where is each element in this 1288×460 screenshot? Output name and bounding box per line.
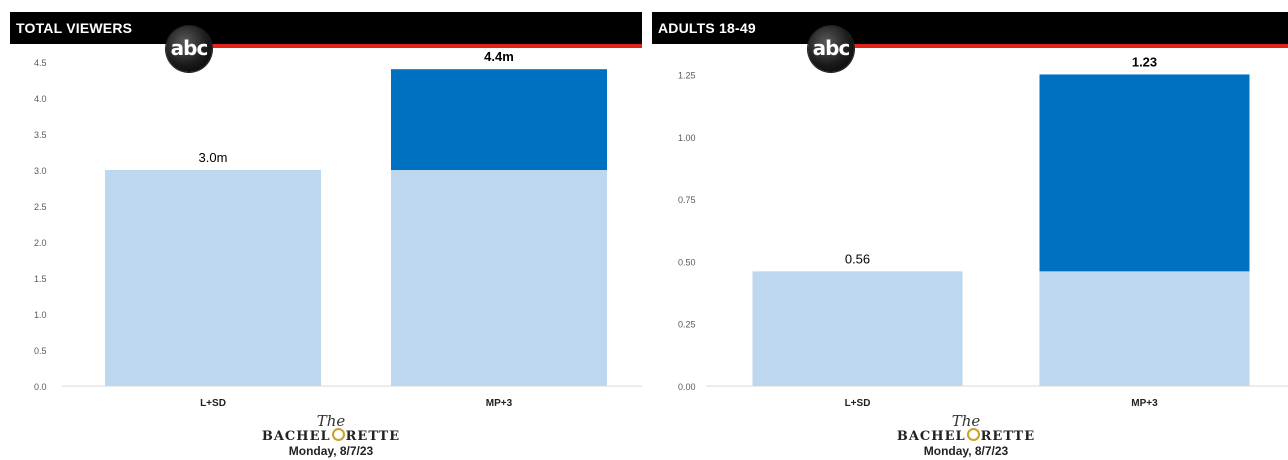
y-tick-label: 4.0 [34,94,47,104]
bar-segment [391,170,607,386]
x-tick-label: MP+3 [1131,398,1158,409]
show-name-part-b: RETTE [980,429,1036,444]
bachelorette-logo: The BACHEL RETTE Monday, 8/7/23 [866,412,1066,459]
y-tick-label: 2.5 [34,202,47,212]
show-logo-script: The [951,412,981,430]
data-label: 4.4m [484,49,514,64]
y-tick-label: 2.0 [34,238,47,248]
show-date: Monday, 8/7/23 [288,444,374,458]
x-tick-label: MP+3 [486,398,513,409]
y-tick-label: 1.0 [34,310,47,320]
show-logo-name: BACHEL RETTE [866,428,1066,444]
header-red-stripe [200,44,642,48]
ring-icon [331,428,345,441]
show-logo-script: The [316,412,346,430]
abc-logo-text: abc [812,36,851,60]
y-tick-label: 3.0 [34,166,47,176]
y-tick-label: 3.5 [34,130,47,140]
show-logo-name: BACHEL RETTE [231,428,431,444]
bar-segment [752,271,963,386]
y-tick-label: 0.0 [34,382,47,392]
data-label: 3.0m [199,150,228,165]
bachelorette-logo: The BACHEL RETTE Monday, 8/7/23 [231,412,431,459]
y-tick-label: 1.5 [34,274,47,284]
header-red-stripe [842,44,1288,48]
y-tick-label: 1.00 [678,133,696,143]
bar-segment [1039,74,1250,272]
y-tick-label: 1.25 [678,70,696,80]
total-viewers-chart: 0.0 0.5 1.0 1.5 2.0 2.5 3.0 3.5 4.0 4.5 3.0m L+SD 4.… [34,49,642,409]
abc-logo: abc [808,26,854,72]
bar-segment [105,170,321,386]
y-tick-label: 0.5 [34,346,47,356]
adults-18-49-panel: ADULTS 18-49 abc 0.00 0.25 0.50 0.75 1.00 1.2… [652,12,1288,460]
show-name-part-a: BACHEL [896,429,966,444]
total-viewers-panel: TOTAL VIEWERS abc 0.0 0.5 1.0 1.5 2.0 2.5 3.0 3… [10,12,642,460]
adults-18-49-chart: 0.00 0.25 0.50 0.75 1.00 1.25 0.56 L+SD 1.23 MP+3 [678,54,1288,409]
y-tick-label: 0.75 [678,195,696,205]
panel-title: TOTAL VIEWERS [16,20,133,36]
x-tick-label: L+SD [845,398,871,409]
ring-icon [966,428,980,441]
abc-logo-text: abc [170,36,209,60]
y-tick-label: 0.50 [678,257,696,267]
data-label: 1.23 [1132,54,1157,69]
abc-logo: abc [166,26,212,72]
panel-title: ADULTS 18-49 [658,20,756,36]
y-tick-label: 0.00 [678,382,696,392]
bar-segment [1039,271,1250,386]
x-tick-label: L+SD [200,398,226,409]
show-date: Monday, 8/7/23 [923,444,1009,458]
data-label: 0.56 [845,251,870,266]
panel-header-bar: TOTAL VIEWERS [10,12,642,44]
bar-segment [391,69,607,170]
show-name-part-a: BACHEL [261,429,331,444]
show-name-part-b: RETTE [345,429,401,444]
y-tick-label: 0.25 [678,320,696,330]
y-tick-label: 4.5 [34,58,47,68]
panel-header-bar: ADULTS 18-49 [652,12,1288,44]
